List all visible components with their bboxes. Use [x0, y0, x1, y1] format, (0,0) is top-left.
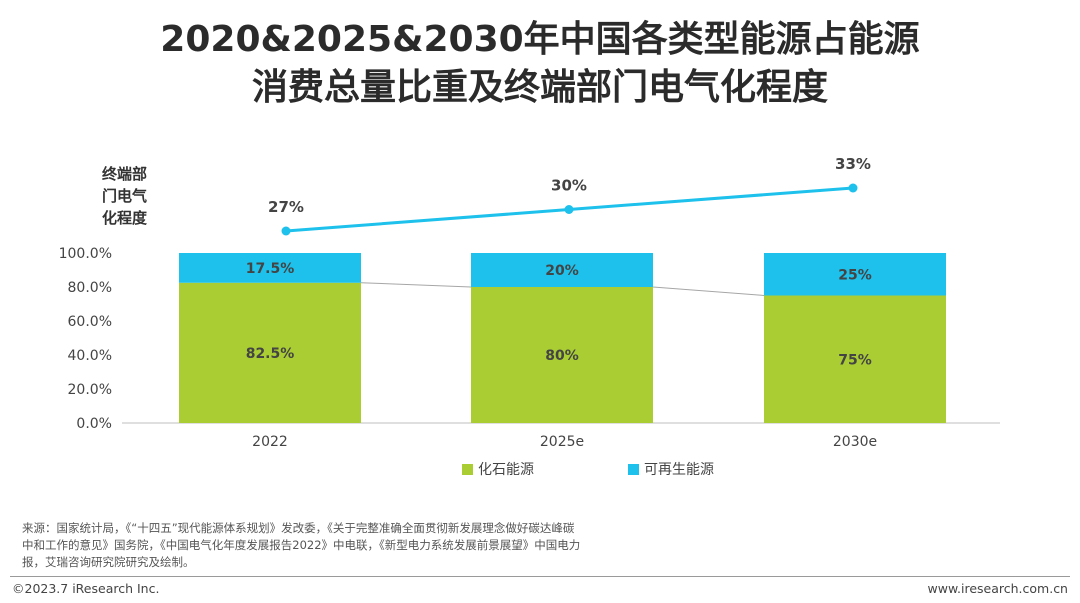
series-connector-line	[652, 286, 765, 296]
y-tick-label: 40.0%	[68, 348, 112, 364]
bar-fossil-energy	[764, 295, 946, 423]
electrification-label: 30%	[551, 177, 587, 195]
website-url: www.iresearch.com.cn	[927, 581, 1069, 596]
y-tick-label: 80.0%	[68, 280, 112, 296]
electrification-label: 33%	[835, 155, 871, 173]
copyright-text: ©2023.7 iResearch Inc.	[12, 581, 160, 596]
source-note: 来源：国家统计局，《“十四五”现代能源体系规划》发改委，《关于完整准确全面贯彻新…	[22, 521, 581, 569]
electrification-label: 27%	[268, 198, 304, 216]
data-label-renewable: 17.5%	[246, 261, 295, 277]
data-label-renewable: 20%	[545, 263, 579, 279]
legend-label-fossil: 化石能源	[478, 462, 534, 478]
x-tick-label: 2022	[252, 434, 288, 450]
legend-label-renewable: 可再生能源	[644, 462, 714, 478]
data-label-renewable: 25%	[838, 267, 872, 283]
bar-fossil-energy	[471, 287, 653, 423]
y-tick-label: 100.0%	[59, 246, 112, 262]
bar-fossil-energy	[179, 282, 361, 423]
stacked-bar-line-chart: 0.0% 20.0% 40.0% 60.0% 80.0% 100.0% 82.5% 17.5%…	[59, 155, 1000, 478]
line-series-axis-title: 化程度	[102, 209, 148, 227]
line-series-axis-title: 终端部	[102, 165, 147, 183]
chart-title-line-1: 2020&2025&2030年中国各类型能源占能源	[160, 19, 920, 60]
x-tick-label: 2025e	[540, 434, 584, 450]
footer-divider	[10, 576, 1070, 577]
y-tick-label: 0.0%	[76, 416, 112, 432]
y-tick-label: 20.0%	[68, 382, 112, 398]
bar-renewable-energy	[471, 253, 653, 287]
series-connector-line	[360, 282, 472, 288]
electrification-point	[564, 205, 574, 214]
chart-title-line-2: 消费总量比重及终端部门电气化程度	[251, 67, 828, 108]
legend-swatch-renewable	[628, 464, 639, 475]
line-series-axis-title: 门电气	[102, 187, 147, 205]
legend-swatch-fossil	[462, 464, 473, 475]
electrification-point	[281, 226, 291, 236]
bar-renewable-energy	[179, 253, 361, 283]
y-tick-label: 60.0%	[68, 314, 112, 330]
bar-renewable-energy	[764, 253, 946, 296]
x-tick-label: 2030e	[833, 434, 877, 450]
electrification-point	[848, 183, 858, 193]
data-label-fossil: 80%	[545, 348, 579, 364]
data-label-fossil: 82.5%	[246, 346, 295, 362]
data-label-fossil: 75%	[838, 352, 872, 368]
